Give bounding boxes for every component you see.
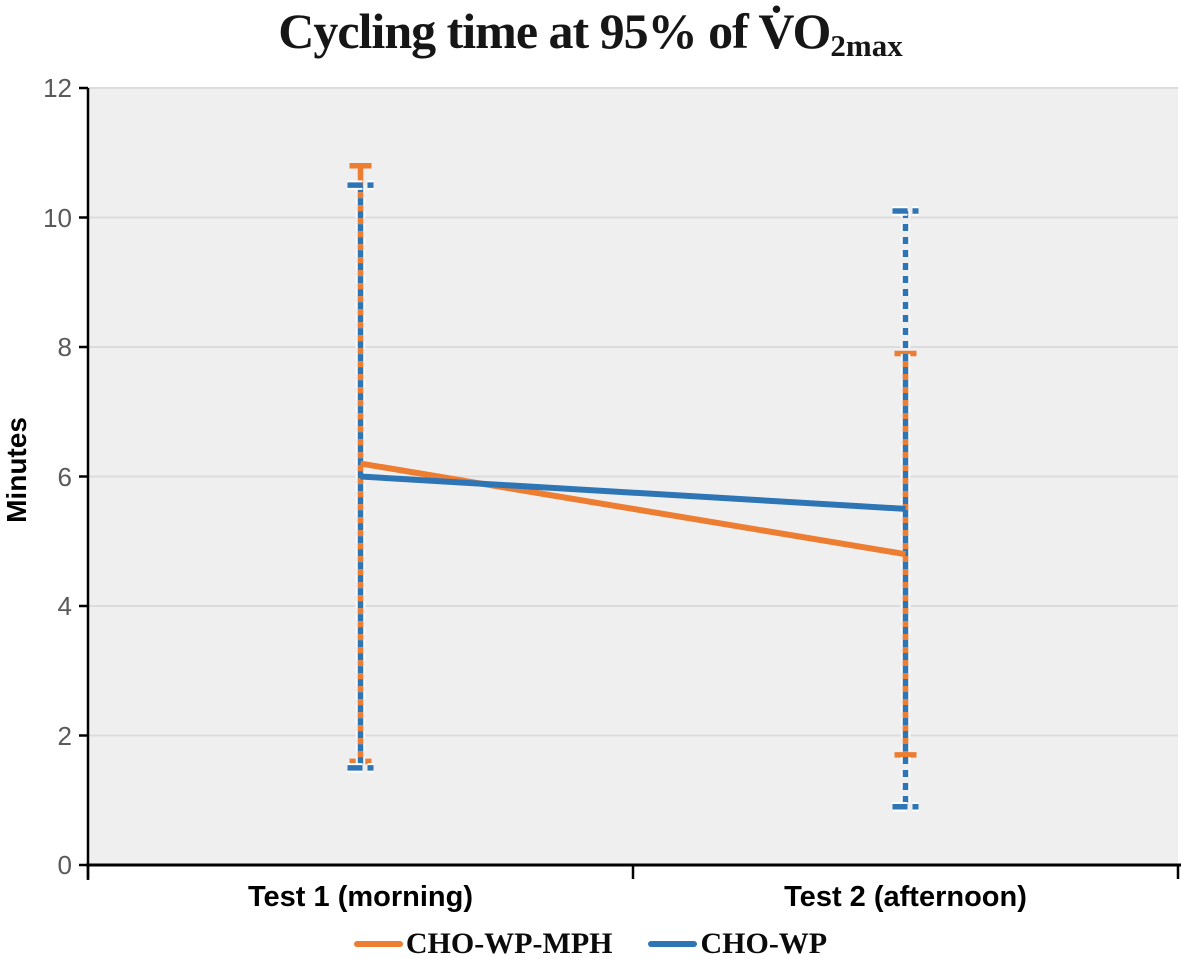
legend-swatch-icon bbox=[353, 941, 403, 947]
legend-label: CHO-WP-MPH bbox=[405, 927, 613, 959]
chart-title-subscript: 2max bbox=[830, 28, 903, 63]
chart-title: Cycling time at 95% of V̇O2max bbox=[0, 2, 1181, 63]
legend-item: CHO-WP-MPH bbox=[353, 927, 613, 959]
legend-label: CHO-WP bbox=[700, 927, 828, 959]
y-axis-tick-label: 2 bbox=[57, 720, 72, 751]
y-axis-tick-label: 6 bbox=[57, 461, 72, 492]
y-axis-tick-label: 4 bbox=[57, 591, 72, 621]
y-axis-tick-label: 8 bbox=[57, 332, 72, 362]
legend-swatch-icon bbox=[648, 941, 698, 947]
series-line-cho-wp-mph bbox=[360, 460, 906, 558]
x-axis-category-label: Test 1 (morning) bbox=[247, 881, 474, 913]
chart-title-text: Cycling time at 95% of bbox=[278, 3, 759, 59]
y-axis-tick-label: 12 bbox=[43, 73, 72, 103]
series-line-cho-wp bbox=[360, 473, 906, 512]
chart-title-vo: V̇O bbox=[758, 3, 831, 59]
legend-item: CHO-WP bbox=[648, 927, 827, 959]
x-axis-category-label: Test 2 (afternoon) bbox=[784, 881, 1027, 913]
y-axis-tick-label: 0 bbox=[57, 850, 72, 880]
chart-legend: CHO-WP-MPH CHO-WP bbox=[0, 927, 1181, 959]
y-axis-tick-label: 10 bbox=[43, 202, 72, 233]
